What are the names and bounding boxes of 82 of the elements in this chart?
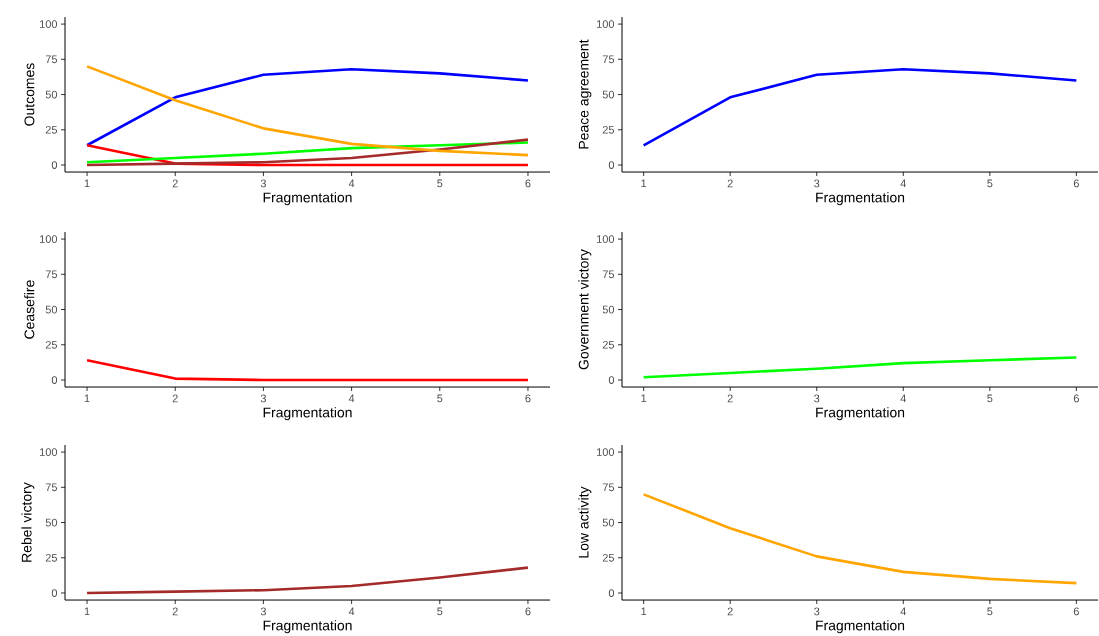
x-tick-label: 2 bbox=[727, 607, 733, 616]
x-tick-label: 5 bbox=[987, 607, 993, 616]
x-axis-title: Fragmentation bbox=[816, 407, 905, 421]
line-series bbox=[642, 356, 1078, 379]
x-axis-title: Fragmentation bbox=[263, 192, 352, 206]
y-tick-label: 100 bbox=[597, 20, 615, 28]
y-tick-label: 75 bbox=[45, 55, 58, 64]
x-tick-label: 5 bbox=[437, 607, 443, 616]
x-axis-title: Fragmentation bbox=[816, 620, 905, 634]
y-tick-label: 25 bbox=[45, 340, 58, 349]
x-tick-label: 6 bbox=[525, 394, 531, 403]
y-tick-label: 0 bbox=[608, 161, 615, 169]
x-tick-label: 4 bbox=[900, 607, 906, 616]
x-tick-label: 1 bbox=[641, 394, 647, 403]
x-tick-label: 6 bbox=[1073, 394, 1079, 403]
y-tick-label: 75 bbox=[602, 483, 615, 492]
x-tick-label: 3 bbox=[814, 607, 820, 616]
x-tick-label: 1 bbox=[84, 179, 90, 188]
y-tick-label: 25 bbox=[45, 553, 58, 562]
y-tick-label: 0 bbox=[51, 161, 58, 169]
x-tick-label: 5 bbox=[987, 179, 993, 188]
y-tick-label: 100 bbox=[597, 448, 615, 456]
x-tick-label: 1 bbox=[641, 607, 647, 616]
x-tick-label: 4 bbox=[348, 179, 355, 188]
x-tick-label: 5 bbox=[437, 394, 443, 403]
y-axis-title: Ceasefire bbox=[24, 280, 35, 339]
y-axis-title: Government victory bbox=[578, 249, 592, 370]
x-tick-label: 3 bbox=[260, 394, 266, 403]
y-tick-label: 50 bbox=[602, 518, 615, 527]
line-series bbox=[85, 566, 530, 595]
y-tick-label: 100 bbox=[40, 448, 58, 456]
x-tick-label: 2 bbox=[172, 607, 178, 616]
x-tick-label: 4 bbox=[900, 394, 906, 403]
y-tick-label: 75 bbox=[602, 55, 615, 64]
y-tick-label: 25 bbox=[45, 125, 58, 134]
x-tick-label: 2 bbox=[172, 179, 178, 188]
x-tick-label: 1 bbox=[84, 607, 90, 616]
x-tick-label: 2 bbox=[727, 179, 733, 188]
y-tick-label: 75 bbox=[45, 270, 58, 279]
y-tick-label: 25 bbox=[602, 553, 615, 562]
y-tick-label: 0 bbox=[608, 376, 615, 384]
y-tick-label: 0 bbox=[51, 589, 58, 597]
y-tick-label: 50 bbox=[45, 518, 58, 527]
x-tick-label: 3 bbox=[814, 179, 820, 188]
x-tick-label: 3 bbox=[260, 179, 266, 188]
y-axis-title: Rebel victory bbox=[21, 482, 35, 562]
y-tick-label: 50 bbox=[45, 90, 58, 99]
y-tick-label: 0 bbox=[608, 589, 615, 597]
x-tick-label: 2 bbox=[727, 394, 733, 403]
x-tick-label: 6 bbox=[525, 179, 531, 188]
x-axis-title: Fragmentation bbox=[816, 192, 905, 206]
x-tick-label: 6 bbox=[525, 607, 531, 616]
y-tick-label: 100 bbox=[40, 235, 58, 243]
x-tick-label: 2 bbox=[172, 394, 178, 403]
x-tick-label: 5 bbox=[437, 179, 443, 188]
line-series bbox=[642, 67, 1078, 147]
y-tick-label: 75 bbox=[602, 270, 615, 279]
x-tick-label: 4 bbox=[900, 179, 906, 188]
x-tick-label: 6 bbox=[1073, 607, 1079, 616]
y-tick-label: 100 bbox=[40, 20, 58, 28]
x-axis-title: Fragmentation bbox=[263, 407, 352, 421]
y-tick-label: 25 bbox=[602, 125, 615, 134]
y-tick-label: 50 bbox=[45, 305, 58, 314]
x-tick-label: 5 bbox=[987, 394, 993, 403]
y-tick-label: 50 bbox=[602, 305, 615, 314]
line-series bbox=[642, 493, 1078, 585]
x-tick-label: 4 bbox=[348, 394, 355, 403]
x-tick-label: 3 bbox=[260, 607, 266, 616]
x-tick-label: 4 bbox=[348, 607, 355, 616]
y-axis-title: Peace agreement bbox=[578, 39, 592, 149]
y-tick-label: 100 bbox=[597, 235, 615, 243]
y-tick-label: 0 bbox=[51, 376, 58, 384]
y-tick-label: 75 bbox=[45, 483, 58, 492]
x-axis-title: Fragmentation bbox=[263, 620, 352, 634]
x-tick-label: 1 bbox=[84, 394, 90, 403]
x-tick-label: 1 bbox=[641, 179, 647, 188]
y-axis-title: Low activity bbox=[578, 486, 592, 558]
y-tick-label: 25 bbox=[602, 340, 615, 349]
y-tick-label: 50 bbox=[602, 90, 615, 99]
x-tick-label: 3 bbox=[814, 394, 820, 403]
y-axis-title: Outcomes bbox=[24, 63, 35, 126]
x-tick-label: 6 bbox=[1073, 179, 1079, 188]
